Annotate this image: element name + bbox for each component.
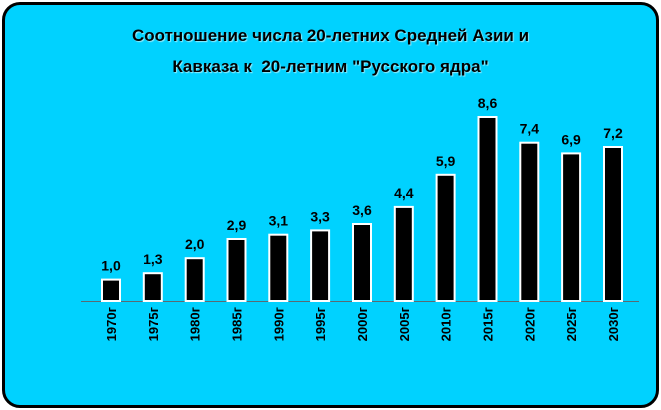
- bar-2020г: [519, 141, 540, 302]
- data-label-1975г: 1,3: [143, 251, 163, 267]
- data-label-2005г: 4,4: [394, 185, 414, 201]
- tick-label-1995г: 1995г: [313, 306, 328, 341]
- tick-label-1970г: 1970г: [104, 306, 119, 341]
- tick-label-2015г: 2015г: [481, 306, 496, 341]
- tick-label-2020г: 2020г: [522, 306, 537, 341]
- data-label-2030г: 7,2: [603, 125, 623, 141]
- data-label-2020г: 7,4: [520, 121, 540, 137]
- data-label-2000г: 3,6: [352, 202, 372, 218]
- bar-1985г: [226, 238, 247, 302]
- bar-2025г: [561, 152, 582, 302]
- tick-label-2000г: 2000г: [355, 306, 370, 341]
- tick-label-1980г: 1980г: [188, 306, 203, 341]
- data-label-1980г: 2,0: [185, 236, 205, 252]
- tick-label-1985г: 1985г: [230, 306, 245, 341]
- tick-label-2005г: 2005г: [397, 306, 412, 341]
- bar-2030г: [603, 146, 623, 302]
- bar-2000г: [352, 223, 372, 302]
- chart-title-line-1: Соотношение числа 20-летних Средней Азии…: [131, 26, 530, 45]
- tick-label-2025г: 2025г: [564, 306, 579, 341]
- tick-label-1975г: 1975г: [146, 306, 161, 341]
- bar-2005г: [393, 205, 414, 302]
- chart-title-line-2: Кавказа к 20-летним "Русского ядра": [172, 57, 489, 76]
- data-label-1995г: 3,3: [310, 208, 330, 224]
- bar-2010г: [435, 173, 456, 302]
- tick-label-1990г: 1990г: [271, 306, 286, 341]
- bar-1975г: [142, 272, 163, 303]
- tick-label-2010г: 2010г: [439, 306, 454, 341]
- data-label-1985г: 2,9: [227, 217, 247, 233]
- data-label-2010г: 5,9: [436, 153, 456, 169]
- tick-label-2030г: 2030г: [606, 306, 621, 341]
- bar-1970г: [101, 278, 121, 303]
- data-label-2015г: 8,6: [478, 95, 498, 111]
- data-label-2025г: 6,9: [561, 131, 581, 147]
- bar-chart: 1,0 1970г 1,3 1975г 2,0 1980г 2,9 1985г 3,1 1990г…: [81, 95, 639, 341]
- bar-2015г: [477, 116, 498, 302]
- data-label-1970г: 1,0: [101, 258, 121, 274]
- data-label-1990г: 3,1: [269, 213, 289, 229]
- bar-1980г: [184, 257, 205, 302]
- bar-1995г: [310, 229, 331, 302]
- bar-1990г: [268, 233, 289, 302]
